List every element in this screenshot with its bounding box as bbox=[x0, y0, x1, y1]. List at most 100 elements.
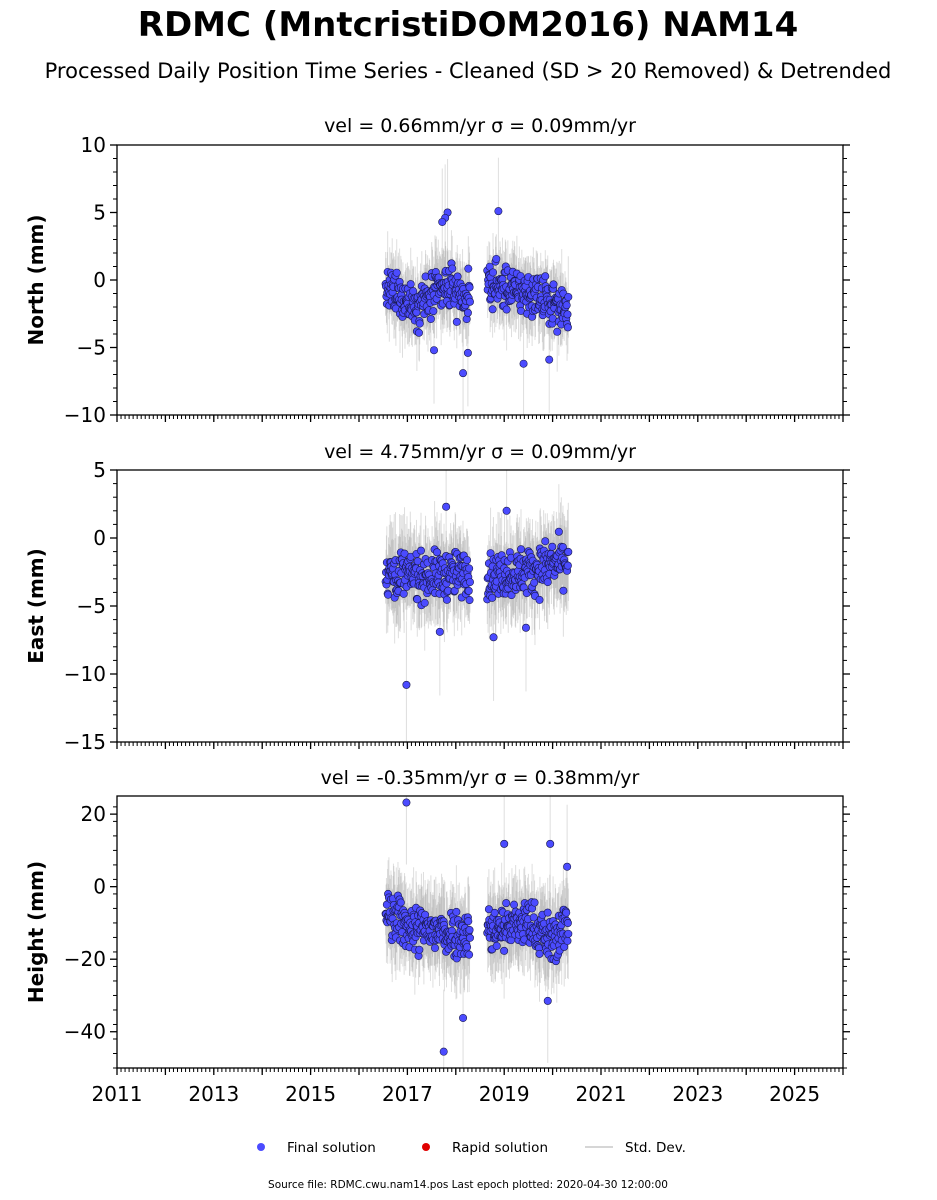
final-solution-point bbox=[502, 506, 511, 515]
final-solution-point bbox=[558, 543, 567, 552]
final-solution-point bbox=[553, 327, 562, 336]
x-tick-label: 2021 bbox=[576, 1082, 627, 1106]
final-solution-point bbox=[543, 578, 552, 587]
final-solution-point bbox=[463, 308, 472, 317]
final-solution-point bbox=[535, 949, 544, 958]
x-tick-label: 2013 bbox=[188, 1082, 239, 1106]
final-solution-points bbox=[381, 798, 573, 1056]
final-solution-point bbox=[459, 1013, 468, 1022]
final-solution-point bbox=[530, 898, 539, 907]
final-solution-point bbox=[484, 905, 493, 914]
final-solution-point bbox=[500, 839, 509, 848]
final-solution-point bbox=[438, 217, 447, 226]
final-solution-point bbox=[417, 546, 426, 555]
y-tick-label: 0 bbox=[93, 268, 106, 292]
height-y-axis-label: Height (mm) bbox=[24, 861, 48, 1003]
final-solution-point bbox=[415, 945, 424, 954]
footer-source-note: Source file: RDMC.cwu.nam14.pos Last epo… bbox=[268, 1179, 668, 1191]
final-solution-point bbox=[563, 919, 572, 928]
final-solution-point bbox=[420, 598, 429, 607]
final-solution-point bbox=[426, 314, 435, 323]
final-solution-point bbox=[563, 936, 572, 945]
final-solution-point bbox=[543, 908, 552, 917]
final-solution-point bbox=[396, 898, 405, 907]
final-solution-point bbox=[492, 254, 501, 263]
plot-frame bbox=[116, 144, 844, 416]
final-solution-point bbox=[453, 272, 462, 281]
final-solution-point bbox=[510, 900, 519, 909]
final-solution-point bbox=[492, 941, 501, 950]
north-panel-title: vel = 0.66mm/yr σ = 0.09mm/yr bbox=[324, 115, 636, 137]
x-tick-label: 2023 bbox=[672, 1082, 723, 1106]
y-tick-label: −5 bbox=[77, 336, 106, 360]
final-solution-point bbox=[548, 542, 557, 551]
final-solution-point bbox=[500, 946, 509, 955]
final-solution-point bbox=[554, 527, 563, 536]
final-solution-points bbox=[381, 502, 573, 689]
final-solution-point bbox=[399, 589, 408, 598]
final-solution-point bbox=[562, 301, 571, 310]
final-solution-points bbox=[381, 207, 573, 378]
east-panel-title: vel = 4.75mm/yr σ = 0.09mm/yr bbox=[324, 441, 636, 463]
final-solution-point bbox=[463, 348, 472, 357]
final-solution-point bbox=[433, 548, 442, 557]
final-solution-point bbox=[507, 591, 516, 600]
final-solution-point bbox=[465, 925, 474, 934]
height-panel: vel = -0.35mm/yr σ = 0.38mm/yr Height (m… bbox=[24, 767, 850, 1106]
final-solution-point bbox=[402, 680, 411, 689]
plot-frame bbox=[116, 469, 844, 743]
y-tick-label: 0 bbox=[93, 875, 106, 899]
final-solution-point bbox=[502, 899, 511, 908]
final-solution-point bbox=[543, 996, 552, 1005]
final-solution-point bbox=[452, 907, 461, 916]
std-dev-bars bbox=[385, 470, 569, 742]
final-solution-point bbox=[465, 297, 474, 306]
final-solution-point bbox=[400, 549, 409, 558]
final-solution-point bbox=[384, 590, 393, 599]
final-solution-point bbox=[489, 268, 498, 277]
final-solution-point bbox=[541, 272, 550, 281]
final-solution-point bbox=[489, 633, 498, 642]
final-solution-point bbox=[488, 593, 497, 602]
y-tick-label: 0 bbox=[93, 526, 106, 550]
y-tick-label: 10 bbox=[81, 133, 106, 157]
final-solution-point bbox=[429, 307, 438, 316]
final-solution-point bbox=[464, 917, 473, 926]
final-solution-point bbox=[459, 369, 468, 378]
legend-std-label: Std. Dev. bbox=[625, 1140, 686, 1156]
final-solution-point bbox=[465, 596, 474, 605]
y-tick-label: −10 bbox=[64, 403, 106, 427]
x-tick-label: 2017 bbox=[382, 1082, 433, 1106]
final-solution-point bbox=[563, 323, 572, 332]
legend-rapid-label: Rapid solution bbox=[452, 1140, 548, 1156]
final-solution-point bbox=[521, 623, 530, 632]
final-solution-point bbox=[516, 545, 525, 554]
final-solution-point bbox=[464, 264, 473, 273]
final-solution-point bbox=[392, 268, 401, 277]
final-solution-point bbox=[562, 908, 571, 917]
final-solution-point bbox=[490, 908, 499, 917]
final-solution-point bbox=[519, 359, 528, 368]
final-solution-point bbox=[494, 207, 503, 216]
east-panel: vel = 4.75mm/yr σ = 0.09mm/yr East (mm) … bbox=[24, 441, 850, 754]
final-solution-point bbox=[563, 862, 572, 871]
final-solution-point bbox=[413, 557, 422, 566]
final-solution-point bbox=[406, 280, 415, 289]
y-tick-label: −5 bbox=[77, 594, 106, 618]
final-solution-point bbox=[442, 502, 451, 511]
y-tick-label: 5 bbox=[93, 201, 106, 225]
final-solution-point bbox=[564, 292, 573, 301]
legend-final-marker bbox=[257, 1143, 265, 1151]
x-tick-label: 2011 bbox=[92, 1082, 143, 1106]
final-solution-point bbox=[465, 283, 474, 292]
final-solution-point bbox=[563, 310, 572, 319]
final-solution-point bbox=[564, 929, 573, 938]
legend: Final solution Rapid solution Std. Dev. bbox=[257, 1140, 686, 1156]
final-solution-point bbox=[541, 537, 550, 546]
north-panel: vel = 0.66mm/yr σ = 0.09mm/yr North (mm)… bbox=[24, 115, 850, 427]
east-y-axis-label: East (mm) bbox=[24, 548, 48, 664]
x-tick-label: 2019 bbox=[479, 1082, 530, 1106]
final-solution-point bbox=[414, 328, 423, 337]
x-tick-label: 2015 bbox=[285, 1082, 336, 1106]
